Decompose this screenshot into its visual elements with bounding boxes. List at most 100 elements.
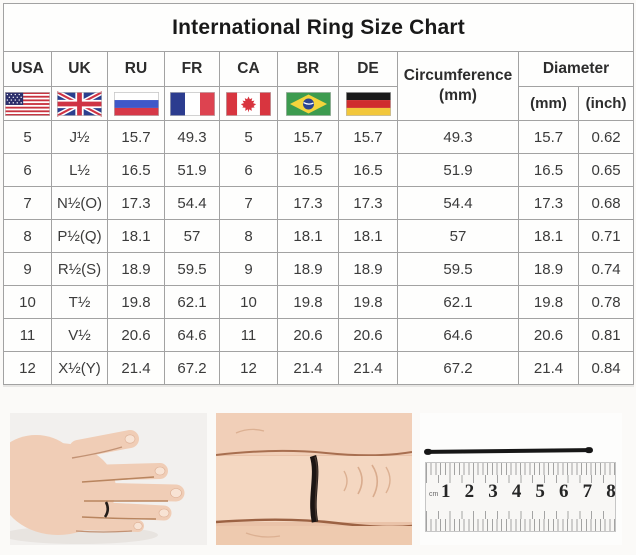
ring-size-cell-col6: 18.9: [338, 252, 398, 286]
table-row: 9 R½(S) 18.9 59.5 9 18.9 18.9 59.5 18.9 0.74: [3, 252, 635, 286]
flag-cell-brazil: [277, 86, 339, 121]
germany-flag-icon: [345, 91, 391, 116]
ring-size-cell-col3: 54.4: [164, 186, 220, 220]
finger-closeup-illustration: [216, 413, 412, 545]
france-flag-icon: [169, 91, 215, 116]
hand-illustration: [10, 413, 207, 545]
ruler-halfcm-ticks-top: [426, 475, 615, 483]
ring-size-cell-col6: 20.6: [338, 318, 398, 352]
ring-size-cell-col0: 7: [3, 186, 52, 220]
table-row: 11 V½ 20.6 64.6 11 20.6 20.6 64.6 20.6 0.81: [3, 318, 635, 352]
ring-size-cell-col1: N½(O): [51, 186, 108, 220]
ring-size-cell-col6: 21.4: [338, 351, 398, 385]
finger-string-closeup-photo: [216, 413, 412, 545]
ring-size-cell-col9: 0.68: [577, 186, 635, 220]
ring-size-cell-col3: 62.1: [164, 285, 220, 319]
ring-size-cell-col3: 51.9: [164, 153, 220, 187]
ring-size-cell-col4: 11: [219, 318, 278, 352]
ring-size-cell-col8: 18.1: [518, 219, 579, 253]
ruler-number: 3: [488, 481, 498, 502]
circumference-label-line1: Circumference: [403, 66, 513, 84]
ring-size-cell-col7: 49.3: [397, 120, 519, 154]
ring-table-body: 5 J½ 15.7 49.3 5 15.7 15.7 49.3 15.7 0.62 6 L½ 16.5 5…: [3, 120, 635, 385]
ring-size-cell-col3: 49.3: [164, 120, 220, 154]
ring-size-cell-col4: 12: [219, 351, 278, 385]
col-header-uk: UK: [51, 51, 108, 87]
ring-size-cell-col2: 15.7: [107, 120, 165, 154]
ring-size-cell-col7: 64.6: [397, 318, 519, 352]
ring-size-cell-col0: 5: [3, 120, 52, 154]
ruler-number: 2: [464, 481, 475, 502]
ring-size-cell-col6: 15.7: [338, 120, 398, 154]
canada-flag-icon: [226, 91, 271, 116]
ring-size-cell-col5: 19.8: [277, 285, 339, 319]
ring-size-cell-col9: 0.62: [577, 120, 635, 154]
ring-size-cell-col4: 5: [219, 120, 278, 154]
ring-size-cell-col6: 16.5: [338, 153, 398, 187]
page-title: International Ring Size Chart: [2, 3, 635, 52]
ring-size-cell-col3: 64.6: [164, 318, 220, 352]
table-row: 8 P½(Q) 18.1 57 8 18.1 18.1 57 18.1 0.71: [3, 219, 635, 253]
string-ring-on-finger: [103, 501, 110, 518]
col-header-ca: CA: [219, 51, 278, 87]
ring-size-cell-col9: 0.84: [577, 351, 635, 385]
ring-size-cell-col7: 67.2: [397, 351, 519, 385]
ring-size-cell-col7: 57: [397, 219, 519, 253]
ring-size-cell-col1: J½: [51, 120, 108, 154]
chart-title-row: International Ring Size Chart: [2, 3, 635, 52]
ring-size-cell-col2: 19.8: [107, 285, 165, 319]
col-header-diameter: Diameter: [517, 51, 635, 87]
header-row-flags-units: (mm) (inch): [3, 86, 635, 121]
ring-size-cell-col8: 21.4: [518, 351, 579, 385]
ring-size-cell-col3: 57: [164, 219, 220, 253]
ring-size-cell-col4: 7: [219, 186, 278, 220]
ring-size-cell-col8: 20.6: [518, 318, 579, 352]
ring-size-cell-col1: X½(Y): [51, 351, 108, 385]
ring-size-cell-col4: 6: [219, 153, 278, 187]
flag-cell-usa: [3, 86, 52, 121]
ring-size-cell-col2: 18.9: [107, 252, 165, 286]
ruler-number: 8: [606, 481, 616, 502]
ruler-number: 1: [441, 481, 451, 502]
ring-size-cell-col5: 15.7: [277, 120, 339, 154]
ring-size-cell-col8: 17.3: [518, 186, 579, 220]
col-header-br: BR: [277, 51, 339, 87]
ring-size-cell-col1: V½: [51, 318, 108, 352]
ring-size-cell-col1: T½: [51, 285, 108, 319]
ring-size-cell-col0: 6: [3, 153, 52, 187]
ring-size-cell-col0: 8: [3, 219, 52, 253]
ruler-number: 5: [535, 481, 545, 502]
ring-size-cell-col8: 16.5: [518, 153, 579, 187]
table-row: 12 X½(Y) 21.4 67.2 12 21.4 21.4 67.2 21.4 0.84: [3, 351, 635, 385]
ring-size-cell-col7: 51.9: [397, 153, 519, 187]
ruler-number: 6: [559, 481, 569, 502]
ring-size-cell-col9: 0.65: [577, 153, 635, 187]
ring-size-cell-col1: R½(S): [51, 252, 108, 286]
ruler-number: 7: [582, 481, 593, 502]
ring-size-cell-col4: 8: [219, 219, 278, 253]
ring-size-cell-col6: 18.1: [338, 219, 398, 253]
ring-size-cell-col7: 54.4: [397, 186, 519, 220]
ring-size-cell-col6: 19.8: [338, 285, 398, 319]
ruler-halfcm-ticks-bottom: [426, 511, 615, 519]
ring-size-cell-col9: 0.71: [577, 219, 635, 253]
ruler-number: 4: [511, 481, 522, 502]
circumference-label-line2: (mm): [439, 87, 477, 104]
diameter-inch-header: (inch): [577, 86, 635, 121]
ring-size-cell-col2: 21.4: [107, 351, 165, 385]
string-ring-closeup: [309, 455, 319, 523]
ring-size-cell-col5: 17.3: [277, 186, 339, 220]
ring-size-cell-col2: 18.1: [107, 219, 165, 253]
ruler-mm-ticks-bottom: [426, 519, 615, 531]
table-row: 7 N½(O) 17.3 54.4 7 17.3 17.3 54.4 17.3 0.68: [3, 186, 635, 220]
ring-size-cell-col4: 10: [219, 285, 278, 319]
ruler-mm-ticks-top: [426, 463, 615, 475]
usa-flag-icon: [5, 91, 50, 116]
ring-size-cell-col5: 21.4: [277, 351, 339, 385]
col-header-usa: USA: [3, 51, 52, 87]
russia-flag-icon: [113, 91, 159, 116]
table-row: 10 T½ 19.8 62.1 10 19.8 19.8 62.1 19.8 0.78: [3, 285, 635, 319]
ring-size-cell-col6: 17.3: [338, 186, 398, 220]
